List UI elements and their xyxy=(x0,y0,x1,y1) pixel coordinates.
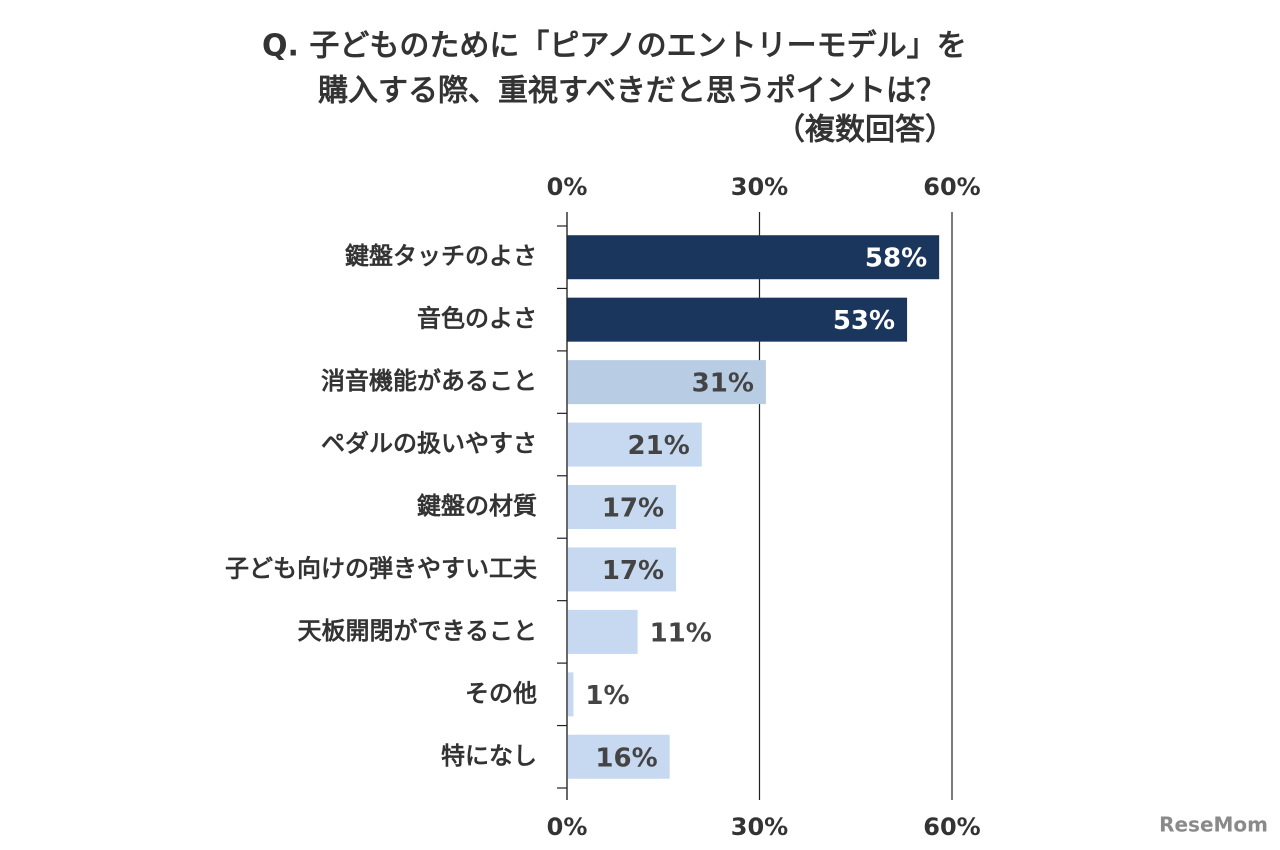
y-tick-label: 子ども向けの弾きやすい工夫 xyxy=(225,554,538,582)
chart-title: Q. 子どものために「ピアノのエントリーモデル」を xyxy=(262,29,967,64)
value-label: 1% xyxy=(585,681,629,711)
x-tick-label: 0% xyxy=(547,813,588,841)
bar xyxy=(567,734,670,779)
x-tick-label: 30% xyxy=(731,173,788,201)
y-tick-label: 消音機能があること xyxy=(321,367,537,395)
y-tick-label: 鍵盤タッチのよさ xyxy=(345,242,537,270)
x-tick-label: 0% xyxy=(547,173,588,201)
bar xyxy=(567,485,677,529)
value-label: 21% xyxy=(628,431,690,461)
y-tick-label: 天板開閉ができること xyxy=(297,617,537,645)
value-label: 17% xyxy=(602,494,664,524)
bar xyxy=(567,360,766,405)
bar xyxy=(567,547,677,592)
y-tick-label: ペダルの扱いやすさ xyxy=(321,430,537,458)
value-label: 53% xyxy=(833,306,895,336)
x-tick-label: 60% xyxy=(923,173,980,201)
value-label: 16% xyxy=(595,743,657,773)
x-tick-label: 30% xyxy=(731,813,788,841)
value-label: 11% xyxy=(650,618,712,648)
value-label: 17% xyxy=(602,556,664,586)
y-tick-label: 鍵盤の材質 xyxy=(417,492,537,520)
y-tick-label: 音色のよさ xyxy=(417,305,537,333)
y-tick-label: 特になし xyxy=(441,742,537,770)
x-tick-label: 60% xyxy=(923,813,980,841)
value-label: 31% xyxy=(692,369,754,399)
bar xyxy=(567,235,940,280)
bar xyxy=(567,297,908,342)
chart-title: 購入する際、重視すべきだと思うポイントは？ xyxy=(318,74,946,109)
bar xyxy=(567,672,574,717)
logo: ReseMom xyxy=(1159,813,1268,837)
chart-title: （複数回答） xyxy=(775,113,955,148)
bar xyxy=(567,422,702,467)
value-label: 58% xyxy=(865,244,927,274)
y-tick-label: その他 xyxy=(465,679,537,707)
bar xyxy=(567,609,638,654)
